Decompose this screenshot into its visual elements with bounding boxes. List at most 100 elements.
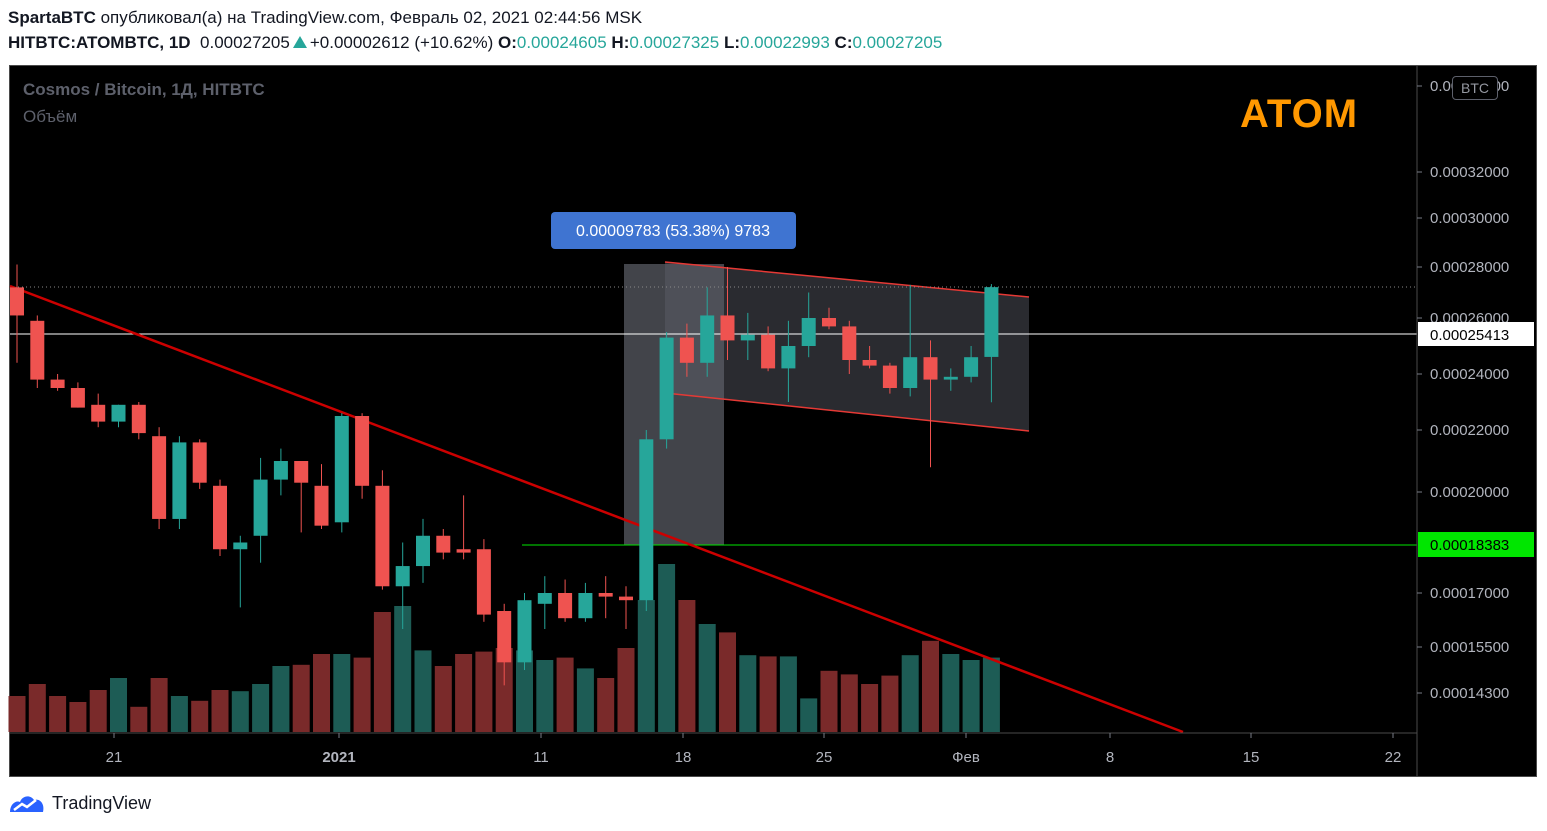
- candle-body: [334, 416, 349, 523]
- volume-bar: [49, 696, 67, 732]
- atom-label: ATOM: [1240, 92, 1359, 136]
- y-tick-label: 0.00028000: [1430, 259, 1509, 276]
- low-label: L:: [723, 33, 740, 52]
- volume-bar: [576, 668, 594, 732]
- candle-body: [30, 320, 45, 380]
- candle-body: [50, 379, 65, 388]
- trendline-drawing: [9, 284, 1184, 734]
- candle-body: [700, 315, 715, 363]
- x-tick-label: 11: [533, 749, 549, 766]
- x-tick-label: 8: [1106, 749, 1114, 766]
- volume-bar: [28, 684, 46, 732]
- candle-body: [558, 593, 573, 619]
- candle-body: [233, 542, 248, 550]
- volume-bar: [475, 651, 493, 732]
- candle-body: [152, 436, 167, 519]
- volume-bar: [982, 657, 1000, 732]
- candle-body: [253, 479, 268, 536]
- publish-info: SpartaBTC опубликовал(а) на TradingView.…: [8, 8, 642, 28]
- candle-body: [416, 535, 430, 567]
- x-tick-label: 15: [1243, 749, 1260, 766]
- candle-body: [273, 461, 288, 480]
- open-label: O:: [497, 33, 517, 52]
- candle-body: [781, 346, 796, 369]
- current-price-tag-text: 0.00025413: [1430, 327, 1509, 344]
- author-name[interactable]: SpartaBTC: [8, 8, 96, 27]
- volume-bar: [840, 674, 858, 732]
- volume-bar: [861, 684, 879, 732]
- volume-bar: [69, 702, 87, 732]
- candle-body: [395, 566, 410, 587]
- legend-volume[interactable]: Объём: [23, 107, 78, 126]
- volume-bar: [191, 700, 209, 732]
- volume-bar: [617, 648, 635, 732]
- candle-body: [882, 365, 897, 388]
- descending-trendline: [9, 284, 1184, 734]
- candle-body: [517, 600, 532, 663]
- candle-body: [70, 388, 85, 408]
- volume-bar: [313, 654, 330, 732]
- volume-bar: [170, 696, 188, 732]
- candle-body: [619, 596, 633, 601]
- price-change: +0.00002612 (+10.62%): [309, 33, 494, 52]
- volume-bar: [901, 655, 919, 732]
- candle-body: [578, 593, 593, 619]
- candle-body: [314, 485, 329, 526]
- low-value: 0.00022993: [739, 33, 830, 52]
- y-tick-label: 0.00022000: [1430, 422, 1509, 439]
- y-tick-label: 0.00024000: [1430, 366, 1509, 383]
- volume-bars: [8, 564, 1000, 732]
- volume-bar: [800, 698, 818, 732]
- open-value: 0.00024605: [516, 33, 607, 52]
- currency-badge[interactable]: BTC: [1452, 76, 1498, 100]
- candle-body: [822, 318, 836, 327]
- candle-body: [355, 416, 370, 486]
- y-tick-label: 0.00020000: [1430, 484, 1509, 501]
- volume-bar: [414, 650, 432, 732]
- volume-bar: [942, 654, 960, 732]
- candle-body: [598, 593, 613, 597]
- candle-body: [862, 360, 877, 366]
- volume-bar: [881, 675, 899, 732]
- x-tick-label: 21: [106, 749, 123, 766]
- x-tick-label: 25: [816, 749, 833, 766]
- volume-bar: [8, 696, 26, 732]
- y-tick-label: 0.00017000: [1430, 585, 1509, 602]
- volume-bar: [252, 684, 270, 732]
- volume-bar: [394, 606, 412, 732]
- volume-bar: [110, 678, 127, 732]
- x-tick-label: Фев: [952, 749, 980, 766]
- published-text: опубликовал(а) на TradingView.com, Февра…: [100, 8, 643, 27]
- volume-bar: [130, 706, 148, 732]
- x-tick-label: 22: [1385, 749, 1402, 766]
- y-tick-label: 0.00032000: [1430, 164, 1509, 181]
- last-price: 0.00027205: [200, 33, 290, 52]
- volume-bar: [658, 564, 676, 732]
- volume-bar: [820, 670, 838, 732]
- volume-bar: [434, 666, 452, 732]
- volume-bar: [597, 678, 615, 732]
- candle-body: [842, 326, 857, 360]
- candle-body: [943, 376, 958, 380]
- legend-title[interactable]: Cosmos / Bitcoin, 1Д, HITBTC: [23, 80, 265, 99]
- volume-bar: [150, 678, 168, 732]
- volume-bar: [333, 654, 351, 732]
- volume-bar: [292, 664, 310, 732]
- candle-body: [984, 287, 999, 357]
- candle-body: [456, 549, 471, 553]
- footer[interactable]: TradingView: [8, 792, 151, 814]
- volume-bar: [779, 656, 797, 732]
- candle-body: [497, 611, 512, 663]
- channel-upper-line: [664, 261, 1030, 298]
- x-tick-label: 18: [675, 749, 692, 766]
- volume-bar: [556, 657, 574, 732]
- volume-bar: [637, 600, 655, 732]
- y-tick-label: 0.00015500: [1430, 639, 1509, 656]
- candle-body: [10, 287, 24, 316]
- volume-bar: [89, 690, 107, 732]
- axes: [10, 66, 1422, 776]
- candle-body: [91, 404, 106, 422]
- candle-body: [740, 334, 755, 341]
- candle-body: [375, 485, 390, 587]
